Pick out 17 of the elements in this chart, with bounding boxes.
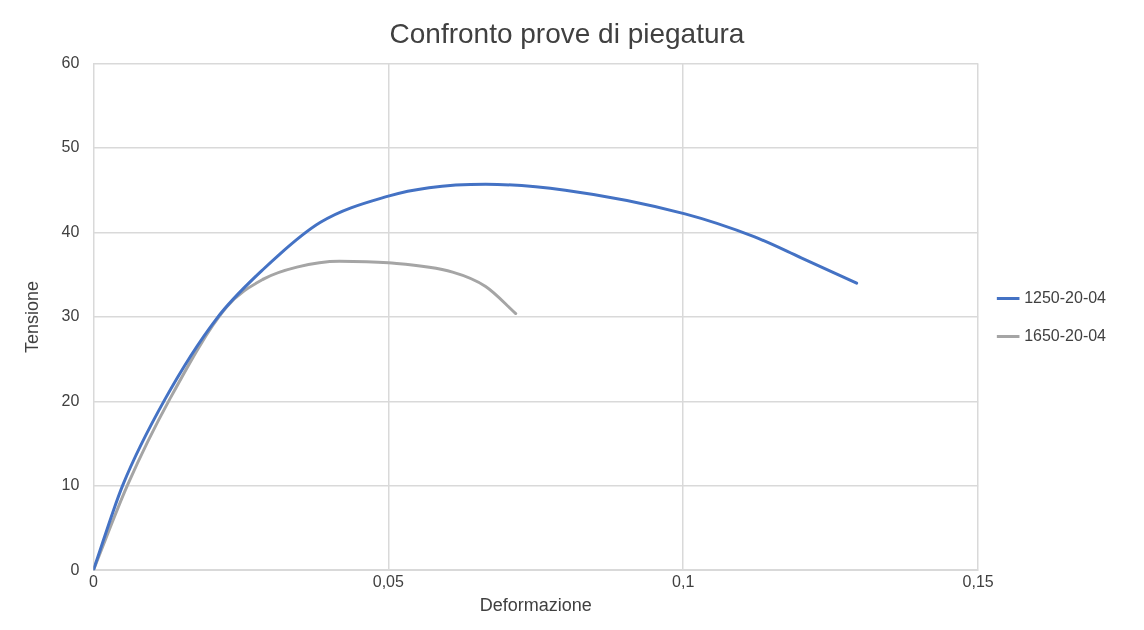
x-tick-label: 0,15 — [962, 573, 994, 591]
x-tick-label: 0,1 — [672, 573, 695, 591]
x-tick-label: 0 — [88, 573, 98, 591]
chart-title: Confronto prove di piegatura — [389, 17, 745, 49]
x-tick-label: 0,05 — [372, 573, 404, 591]
line-series — [93, 182, 859, 571]
y-tick-label: 10 — [61, 476, 80, 494]
y-tick-label: 30 — [61, 307, 80, 325]
y-tick-label: 50 — [61, 138, 80, 156]
legend-label: 1650-20-04 — [1024, 326, 1107, 344]
y-tick-label: 0 — [70, 560, 80, 578]
y-tick-label: 60 — [61, 54, 80, 72]
y-tick-label: 40 — [61, 222, 80, 240]
y-tick-label: 20 — [61, 391, 80, 409]
legend-label: 1250-20-04 — [1024, 288, 1107, 306]
y-axis-title: Tensione — [21, 280, 42, 353]
x-axis-title: Deformazione — [479, 595, 592, 616]
